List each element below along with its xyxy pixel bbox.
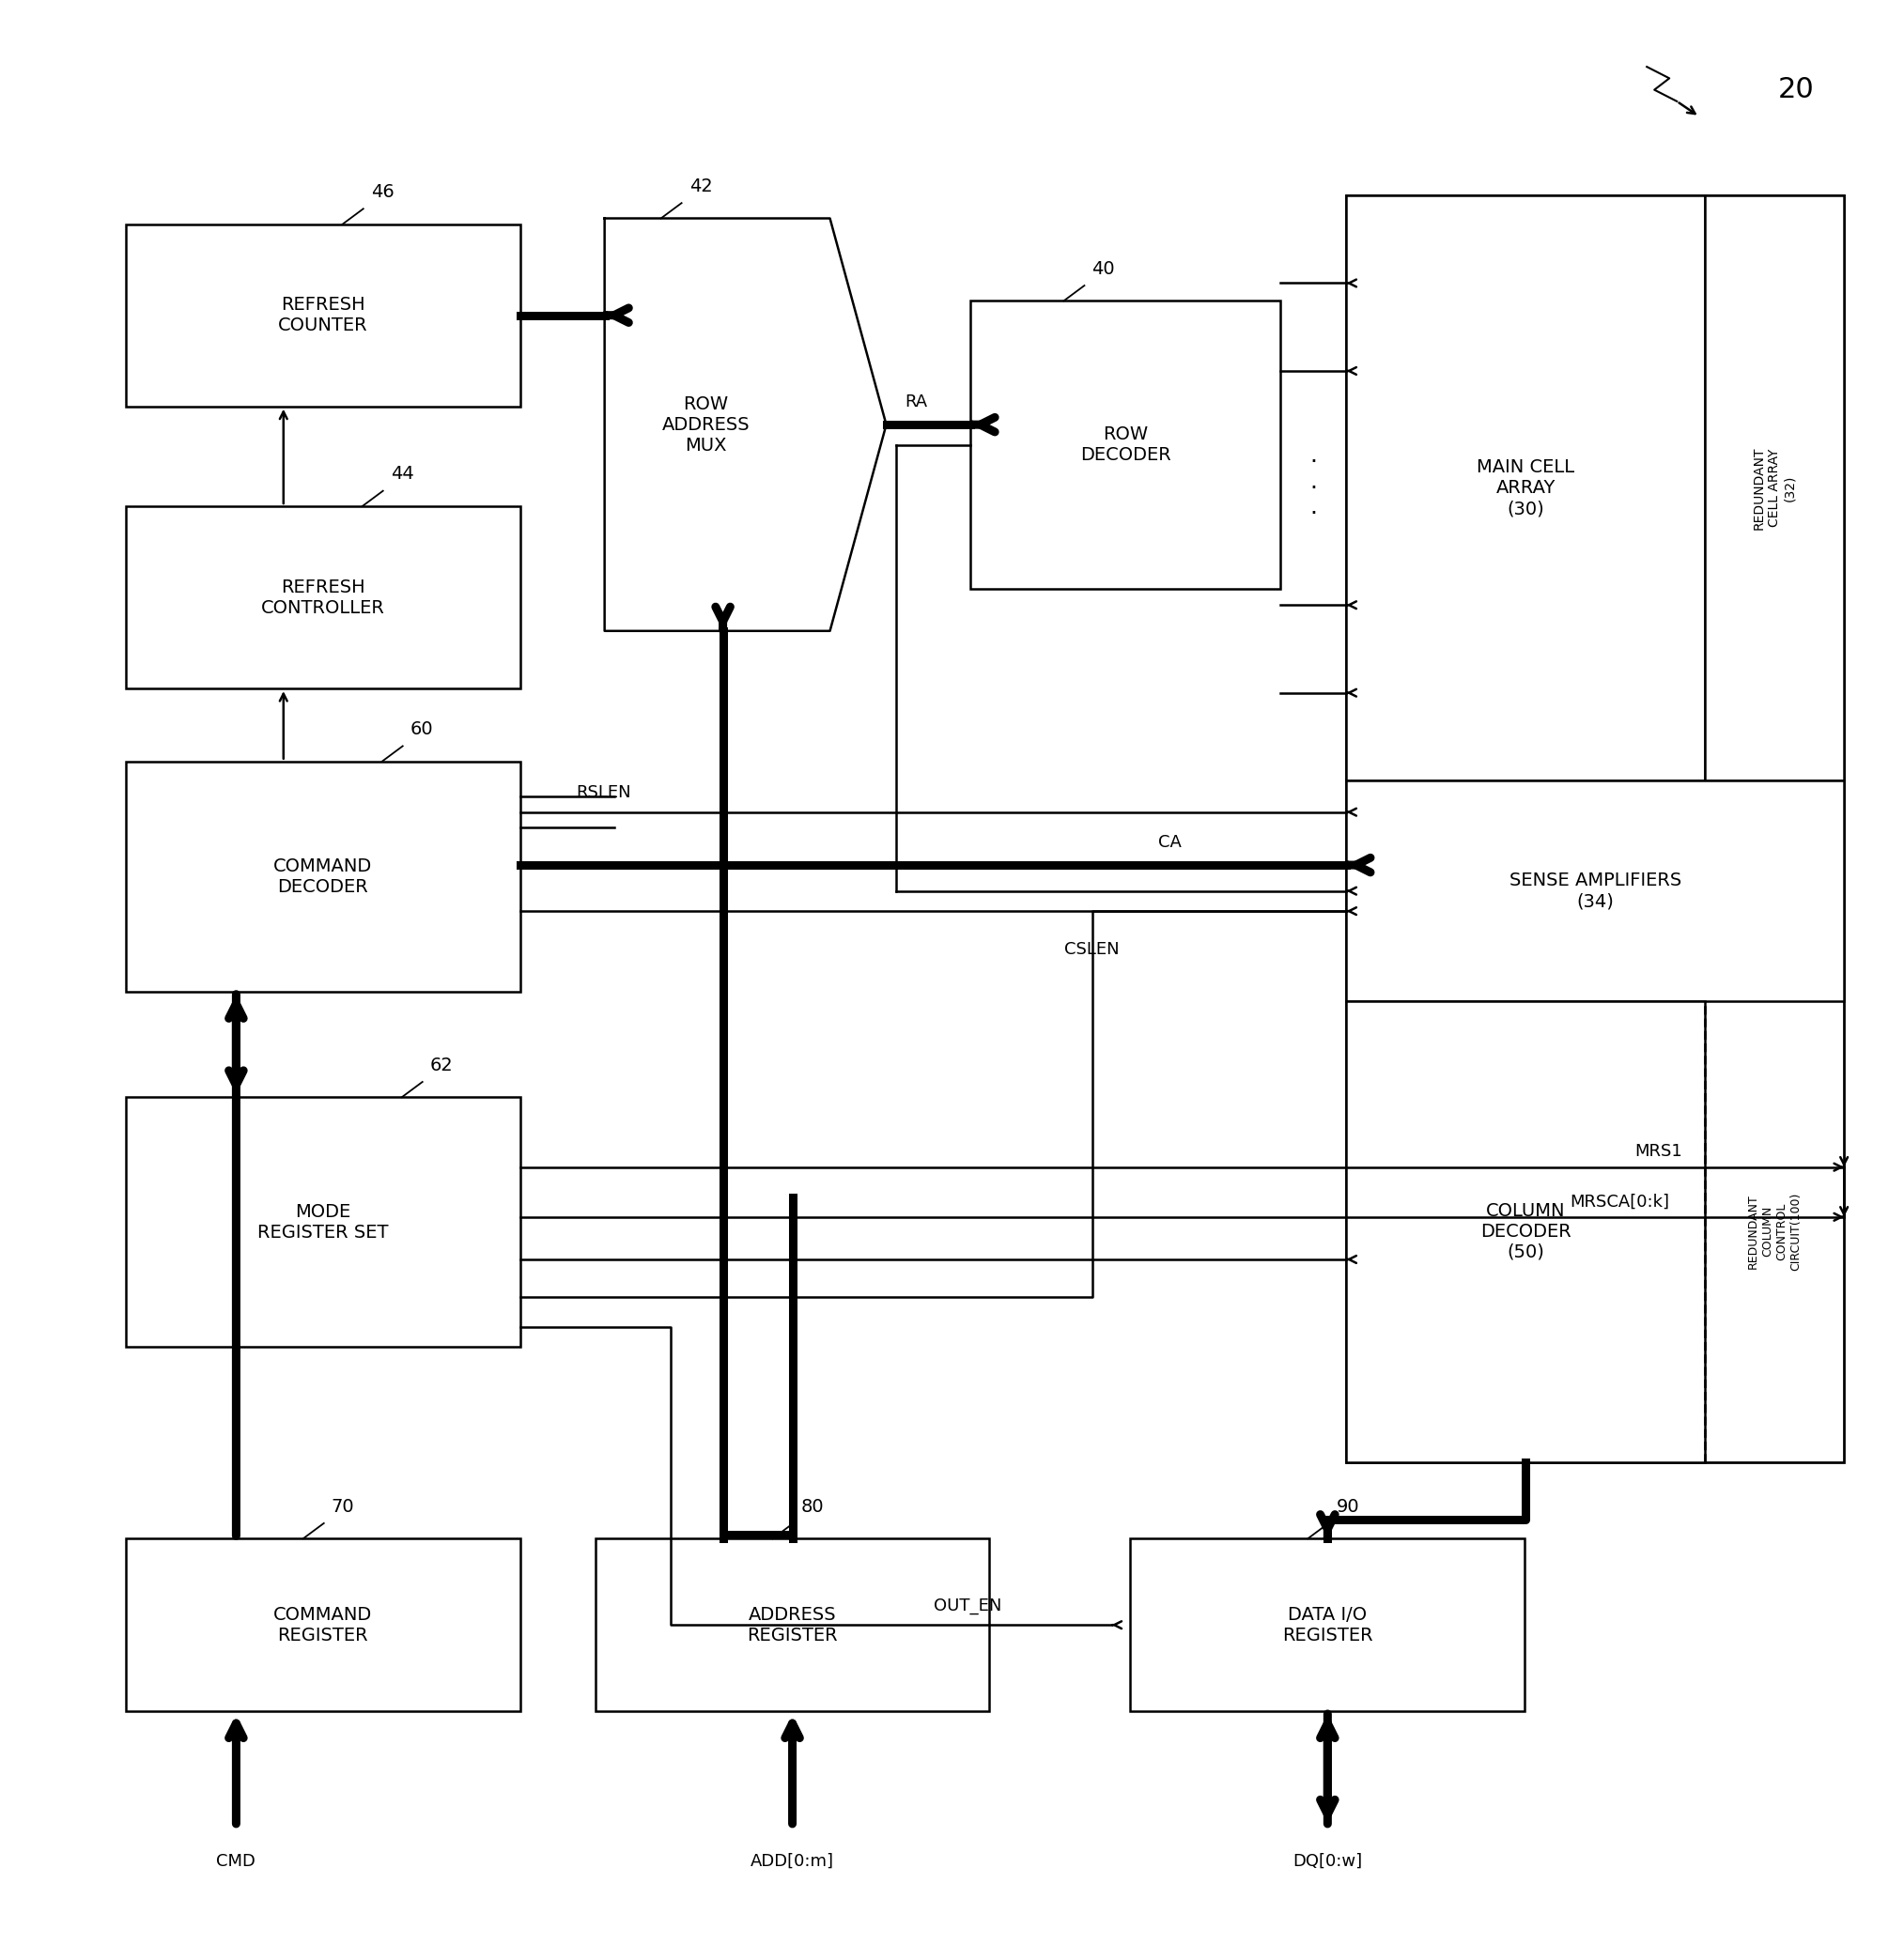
Bar	[126, 1097, 520, 1346]
Text: 60: 60	[409, 720, 434, 739]
Bar	[1131, 1538, 1525, 1712]
Text: CMD: CMD	[217, 1852, 255, 1869]
Text: RA: RA	[904, 393, 927, 410]
Bar	[1346, 195, 1704, 780]
Text: DATA I/O
REGISTER: DATA I/O REGISTER	[1281, 1607, 1373, 1644]
Text: REFRESH
COUNTER: REFRESH COUNTER	[278, 296, 367, 335]
Polygon shape	[605, 218, 885, 630]
Text: REFRESH
CONTROLLER: REFRESH CONTROLLER	[261, 578, 385, 617]
Text: DQ[0:w]: DQ[0:w]	[1293, 1852, 1363, 1869]
Text: REDUNDANT
CELL ARRAY
(32): REDUNDANT CELL ARRAY (32)	[1752, 447, 1795, 529]
Text: 90: 90	[1337, 1498, 1359, 1515]
Text: 44: 44	[390, 465, 413, 482]
Text: MRSCA[0:k]: MRSCA[0:k]	[1571, 1192, 1670, 1210]
Text: ·
·
·: · · ·	[1310, 451, 1318, 525]
Text: OUT_EN: OUT_EN	[933, 1597, 1002, 1614]
Bar	[126, 1538, 520, 1712]
Text: CSLEN: CSLEN	[1064, 941, 1120, 959]
Bar	[1346, 1002, 1704, 1463]
Text: ROW
DECODER: ROW DECODER	[1080, 426, 1171, 465]
Text: 70: 70	[331, 1498, 354, 1515]
Text: 62: 62	[430, 1056, 453, 1074]
Bar	[126, 224, 520, 407]
Text: 80: 80	[802, 1498, 824, 1515]
Text: CA: CA	[1158, 834, 1182, 850]
Text: ROW
ADDRESS
MUX: ROW ADDRESS MUX	[663, 395, 750, 455]
Text: MAIN CELL
ARRAY
(30): MAIN CELL ARRAY (30)	[1478, 459, 1575, 517]
Text: RSLEN: RSLEN	[577, 784, 632, 801]
Bar	[1346, 780, 1843, 1002]
Text: 42: 42	[689, 177, 712, 194]
Bar	[1704, 195, 1843, 780]
Text: 20: 20	[1778, 76, 1815, 103]
Text: COLUMN
DECODER
(50): COLUMN DECODER (50)	[1479, 1202, 1571, 1260]
Text: ADDRESS
REGISTER: ADDRESS REGISTER	[746, 1607, 838, 1644]
Bar	[1346, 195, 1843, 1463]
Text: COMMAND
DECODER: COMMAND DECODER	[274, 858, 373, 897]
Bar	[596, 1538, 990, 1712]
Text: SENSE AMPLIFIERS
(34): SENSE AMPLIFIERS (34)	[1510, 871, 1681, 910]
Text: 40: 40	[1091, 261, 1116, 278]
Text: COMMAND
REGISTER: COMMAND REGISTER	[274, 1607, 373, 1644]
Text: ADD[0:m]: ADD[0:m]	[750, 1852, 834, 1869]
Bar	[126, 760, 520, 992]
Text: 46: 46	[371, 183, 394, 200]
Text: REDUNDANT
COLUMN
CONTROL
CIRCUIT(100): REDUNDANT COLUMN CONTROL CIRCUIT(100)	[1748, 1192, 1801, 1270]
Text: MRS1: MRS1	[1636, 1144, 1683, 1159]
Text: MODE
REGISTER SET: MODE REGISTER SET	[257, 1202, 388, 1241]
Bar	[126, 506, 520, 689]
Bar	[971, 301, 1281, 589]
